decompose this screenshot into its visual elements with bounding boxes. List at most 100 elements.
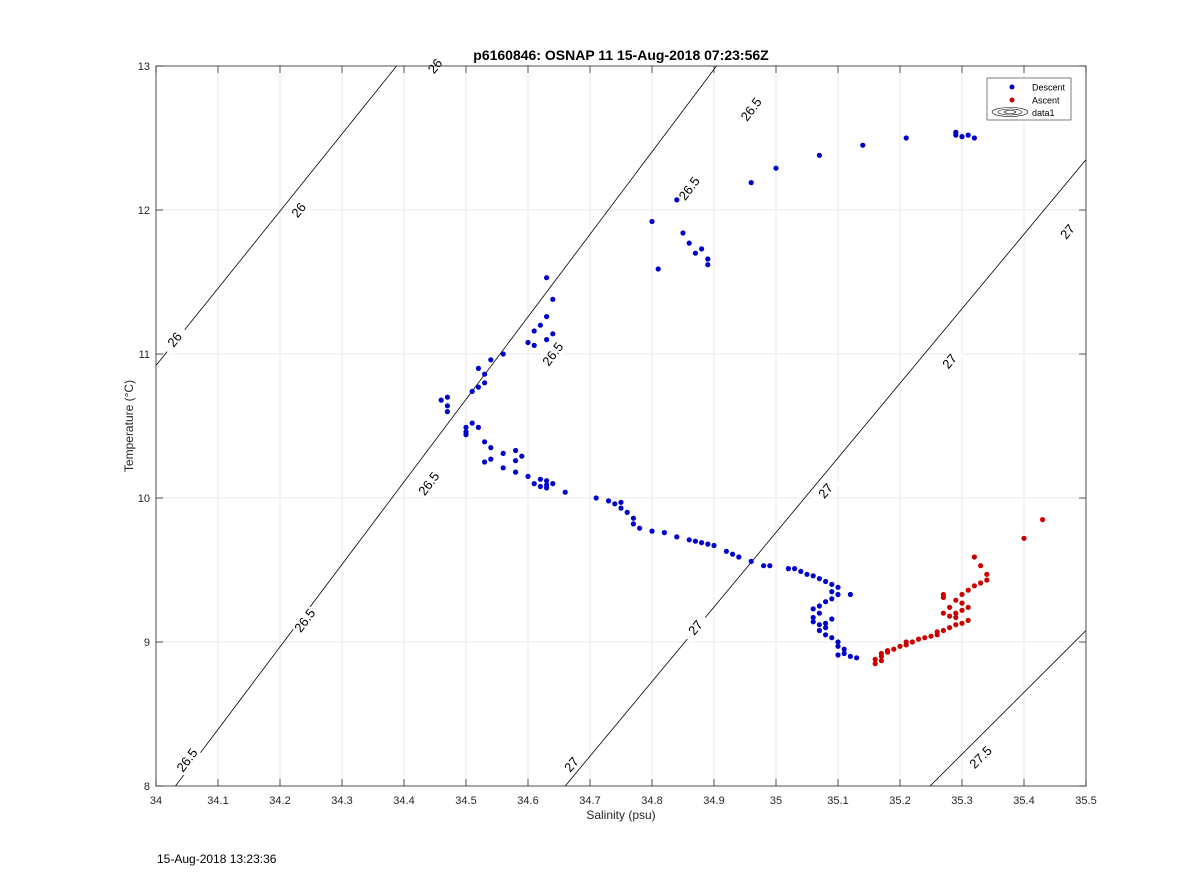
x-tick-label: 35.4 (1013, 795, 1034, 807)
descent-point (593, 495, 599, 501)
isopycnal-label-bg (965, 742, 996, 773)
ascent-point (928, 633, 934, 639)
axis-ticks: 34 34.1 34.2 34.3 34.4 34.5 34.6 34.7 34.8 34.9 35… (138, 61, 1097, 807)
descent-point (482, 459, 488, 465)
descent-point (816, 627, 823, 634)
isopycnal-label-bg (160, 324, 189, 355)
descent-point (550, 481, 556, 487)
legend-data1-label: data1 (1032, 108, 1055, 118)
descent-point (444, 409, 450, 415)
descent-point (513, 458, 519, 464)
descent-point (841, 650, 847, 657)
descent-point (804, 571, 810, 577)
data-points (438, 129, 1046, 667)
descent-point (463, 432, 469, 438)
descent-point (854, 655, 860, 661)
ascent-point (903, 639, 909, 645)
isopycnal-label-bg (557, 749, 586, 780)
descent-point (816, 576, 823, 582)
descent-point (531, 328, 537, 334)
descent-point (500, 450, 506, 456)
isopycnal-line-26 (156, 66, 398, 366)
descent-point (730, 551, 736, 557)
descent-point (953, 129, 959, 135)
ascent-point (953, 622, 959, 628)
descent-point (531, 481, 537, 487)
isopycnal-label-bg (284, 194, 313, 226)
isopycnal-label-bg (172, 744, 202, 776)
legend-ascent-label: Ascent (1032, 96, 1060, 106)
descent-point (618, 499, 624, 505)
descent-point (841, 646, 847, 652)
y-tick-label: 11 (139, 349, 150, 361)
descent-point (531, 342, 537, 348)
descent-point (699, 540, 705, 546)
plot-area (156, 66, 1086, 786)
descent-point (525, 473, 531, 479)
isopycnal-label-bg (675, 173, 704, 204)
descent-point (810, 573, 816, 579)
isopycnal-label-bg (935, 345, 964, 377)
descent-point (444, 403, 450, 409)
ascent-point (891, 646, 897, 652)
y-tick-label: 9 (144, 637, 150, 649)
isopycnal-label-bg (681, 612, 710, 643)
ascent-point (878, 658, 885, 664)
descent-point (630, 521, 637, 527)
descent-point (537, 322, 544, 328)
y-tick-label: 10 (138, 493, 150, 505)
ascent-point (872, 661, 878, 667)
ascent-point (940, 610, 947, 616)
ascent-point (953, 597, 959, 603)
ascent-point (978, 580, 984, 586)
descent-point (444, 394, 450, 400)
descent-point (792, 566, 798, 572)
descent-point (606, 498, 612, 504)
ascent-point (965, 617, 971, 624)
legend-contour-icon (991, 107, 1029, 117)
descent-point (637, 525, 643, 531)
isopycnal-label-bg (290, 605, 319, 636)
y-tick-label: 12 (138, 205, 150, 217)
ascent-point (947, 604, 953, 611)
ascent-point (878, 650, 885, 657)
descent-point (816, 610, 823, 616)
ascent-point (922, 635, 928, 641)
descent-point (860, 142, 866, 148)
descent-point (550, 331, 556, 337)
descent-point (810, 614, 816, 621)
x-tick-label: 34.3 (331, 795, 352, 807)
x-tick-label: 34.6 (517, 795, 538, 807)
descent-point (488, 445, 494, 451)
ascent-point (959, 607, 965, 613)
descent-point (705, 262, 711, 268)
descent-point (699, 246, 705, 252)
ascent-point (959, 600, 965, 606)
x-tick-label: 35.3 (951, 795, 972, 807)
descent-point (971, 135, 978, 141)
isopycnal-line-26.5 (174, 66, 717, 786)
chart-title: p6160846: OSNAP 11 15-Aug-2018 07:23:56Z (473, 47, 769, 63)
ascent-point (965, 587, 971, 593)
descent-point (525, 339, 531, 346)
ascent-point (1021, 535, 1027, 541)
descent-point (705, 256, 711, 262)
x-axis-label: Salinity (psu) (586, 808, 655, 822)
isopycnal-label-bg (538, 338, 567, 370)
legend[interactable]: Descent Ascent data1 (986, 77, 1072, 121)
descent-point (519, 453, 525, 459)
descent-point (823, 620, 829, 626)
descent-point (835, 591, 841, 598)
ascent-point (978, 563, 984, 569)
descent-point (692, 250, 699, 256)
descent-point (965, 132, 971, 138)
x-tick-label: 34.5 (455, 795, 476, 807)
ascent-point (940, 627, 947, 634)
x-tick-label: 34.7 (579, 795, 600, 807)
descent-point (618, 505, 624, 511)
descent-point (544, 478, 550, 484)
descent-point (723, 548, 730, 554)
ascent-point (885, 648, 891, 654)
descent-point (513, 469, 519, 475)
